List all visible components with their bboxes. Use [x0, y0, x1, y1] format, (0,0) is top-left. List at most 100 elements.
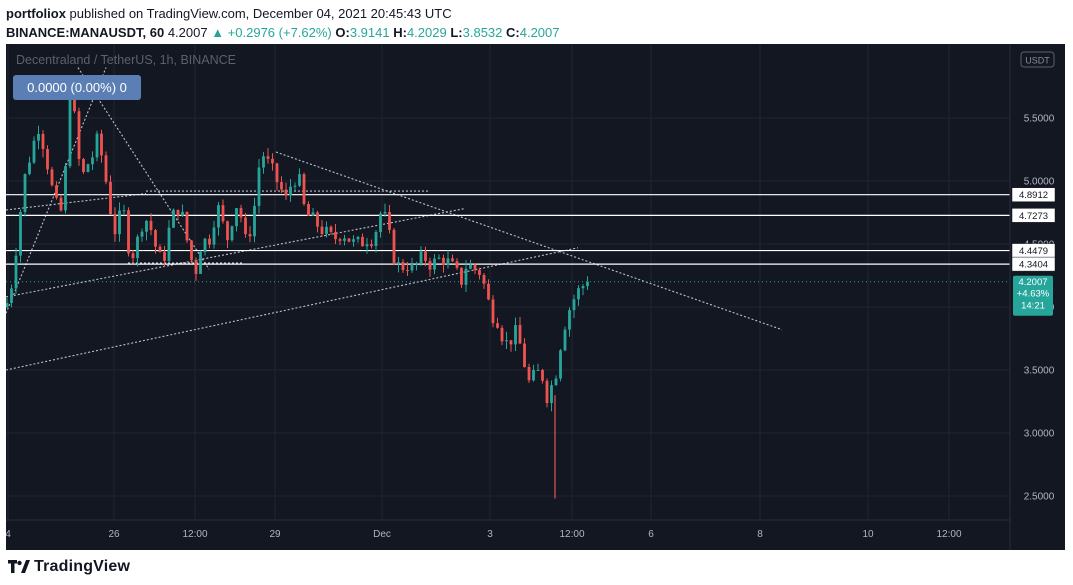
candle-body: [514, 325, 517, 345]
trend-line: [6, 247, 579, 371]
candle-body: [194, 259, 198, 274]
level-label-bg: [1011, 187, 1056, 202]
candle-body: [77, 111, 81, 160]
footer: TradingView: [8, 556, 130, 578]
candle-body: [320, 226, 324, 235]
current-price-tag-bg: [1013, 275, 1053, 316]
candle-body: [343, 238, 346, 241]
candle-body: [473, 264, 477, 270]
close-label: C:: [506, 25, 520, 40]
candle-body: [91, 157, 94, 165]
open-value: 3.9141: [349, 25, 390, 40]
candle-body: [505, 340, 508, 342]
candle-body: [41, 133, 45, 149]
price-tick-label: 3.0000: [1024, 429, 1055, 440]
price-tick-label: 2.5000: [1024, 492, 1055, 503]
candle-body: [518, 325, 522, 344]
candle-body: [338, 239, 342, 241]
time-tick-label: 26: [108, 529, 120, 540]
candle-body: [298, 174, 301, 186]
currency-badge-label: USDT: [1025, 56, 1050, 66]
candles: [6, 79, 589, 499]
candle-body: [32, 140, 36, 163]
level-label: 4.4479: [1019, 246, 1048, 257]
level-labels: 4.8912 4.7273 4.4479 4.3404: [1011, 187, 1056, 272]
candle-body: [203, 238, 207, 252]
time-tick-label: 6: [648, 529, 654, 540]
measure-tooltip: 0.0000 (0.00%) 0: [13, 75, 141, 100]
candle-body: [536, 369, 540, 371]
candle-body: [572, 299, 576, 311]
candle-body: [577, 288, 580, 300]
currency-badge-border: [1020, 51, 1055, 68]
candle-body: [554, 378, 558, 386]
candle-body: [185, 211, 189, 241]
candle-body: [401, 262, 405, 270]
candle-body: [280, 182, 283, 190]
level-label: 4.8912: [1019, 190, 1048, 201]
tradingview-brand[interactable]: TradingView: [34, 558, 131, 575]
candle-body: [235, 208, 238, 227]
time-tick-label: 29: [269, 529, 281, 540]
time-tick-label: 12:00: [936, 529, 961, 540]
candle-body: [334, 231, 337, 240]
candle-body: [365, 244, 369, 247]
candle-body: [523, 343, 526, 368]
last-price: 4.2007: [167, 25, 208, 40]
candle-body: [172, 209, 175, 228]
candle-body: [158, 246, 162, 253]
candle-body: [14, 255, 18, 289]
currency-badge[interactable]: USDT: [1020, 51, 1055, 68]
candle-body: [6, 302, 9, 307]
time-axis[interactable]: 4 26 12:00 29 Dec 3 12:00 6 8 10 12:00: [6, 529, 962, 540]
measure-tooltip-bg: [13, 75, 141, 100]
publisher-name[interactable]: portfoliox: [6, 6, 66, 21]
candle-body: [131, 253, 135, 259]
candle-body: [109, 181, 112, 214]
candle-body: [311, 212, 315, 216]
candle-body: [356, 236, 360, 240]
time-tick-label: Dec: [373, 529, 391, 540]
candle-body: [127, 210, 130, 254]
price-chart[interactable]: 5.50005.00004.50004.00003.50003.00002.50…: [6, 44, 1065, 550]
candle-body: [410, 264, 414, 271]
candle-body: [59, 197, 63, 211]
close-value: 4.2007: [519, 25, 560, 40]
candle-body: [50, 169, 54, 186]
candle-body: [23, 174, 27, 212]
candle-body: [568, 310, 571, 330]
candle-body: [442, 257, 445, 265]
candle-body: [275, 163, 279, 183]
candle-body: [347, 238, 351, 242]
candle-body: [496, 323, 499, 328]
candle-body: [46, 148, 49, 170]
candle-body: [176, 209, 180, 216]
candle-body: [248, 234, 252, 237]
high-label: H:: [393, 25, 407, 40]
candle-body: [293, 185, 297, 187]
candle-body: [10, 288, 13, 303]
candle-body: [586, 281, 589, 287]
candle-body: [244, 217, 247, 235]
candle-body: [464, 268, 468, 285]
price-tick-label: 3.5000: [1024, 366, 1055, 377]
trend-drawings[interactable]: [6, 67, 783, 371]
candle-body: [352, 239, 355, 242]
candle-body: [392, 229, 396, 264]
candle-body: [140, 231, 144, 237]
candle-body: [428, 261, 432, 270]
time-tick-label: 12:00: [559, 529, 584, 540]
candle-body: [437, 257, 441, 259]
candle-body: [532, 369, 535, 381]
candle-body: [302, 174, 306, 204]
candle-body: [100, 133, 103, 156]
candle-body: [406, 269, 409, 271]
level-label-bg: [1011, 208, 1056, 223]
candle-body: [262, 156, 265, 168]
candle-body: [199, 251, 202, 274]
candle-body: [329, 226, 333, 232]
candle-body: [136, 236, 139, 259]
candle-body: [581, 286, 585, 289]
candle-countdown: 14:21: [1021, 301, 1045, 312]
current-price-change: +4.63%: [1017, 289, 1050, 300]
